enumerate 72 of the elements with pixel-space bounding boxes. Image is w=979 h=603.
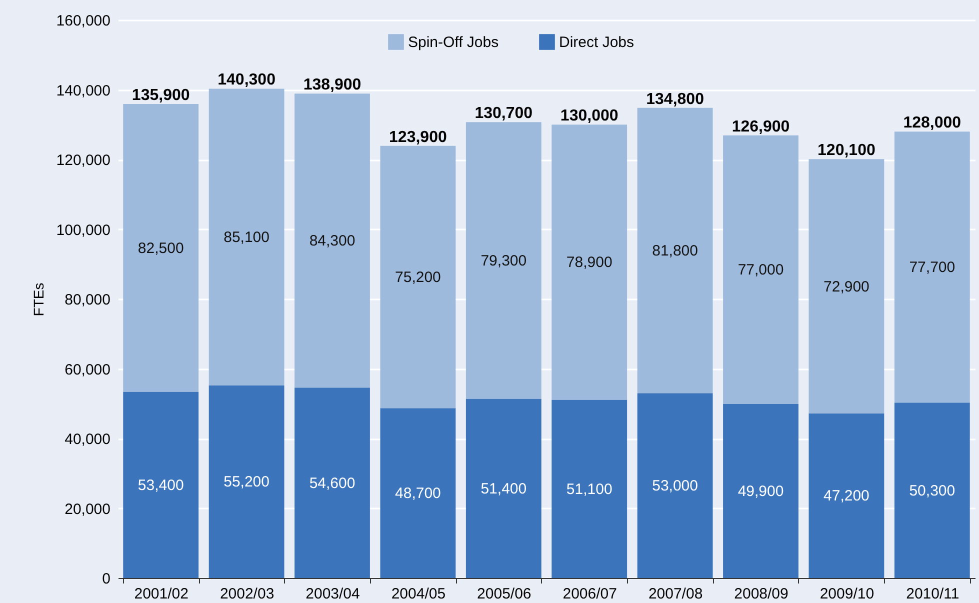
bar [294,388,370,578]
bar [380,408,456,578]
x-tick-label: 2010/11 [906,586,960,602]
bar [637,108,713,394]
data-label: 79,300 [480,252,527,270]
total-label: 135,900 [132,87,190,104]
bar [208,385,284,578]
data-label: 75,200 [395,269,441,286]
y-tick-label: 160,000 [56,12,110,30]
data-label: 54,600 [309,474,356,492]
data-label: 53,000 [652,478,698,495]
x-tick-label: 2005/06 [477,586,532,602]
bar [294,94,370,388]
x-tick-label: 2009/10 [820,586,874,602]
data-label: 78,900 [566,254,612,272]
data-label: 51,100 [566,480,612,498]
data-label: 51,400 [480,480,527,498]
data-label: 77,000 [738,262,784,279]
data-label: 77,700 [909,259,956,276]
y-tick-label: 100,000 [56,222,110,239]
legend-label: Direct Jobs [559,34,634,51]
bar [808,413,884,578]
x-tick-label: 2006/07 [562,586,617,602]
x-tick-label: 2004/05 [391,586,446,602]
x-tick-label: 2001/02 [134,586,188,602]
bar [894,402,970,578]
data-label: 50,300 [909,482,956,500]
total-label: 138,900 [303,76,362,94]
bar [466,122,542,399]
bar [723,135,798,404]
bar [552,124,628,400]
y-tick-label: 60,000 [64,361,110,378]
data-label: 49,900 [738,482,784,500]
bar [123,104,199,392]
data-label: 82,500 [138,240,184,257]
y-tick-label: 120,000 [56,152,110,169]
data-label: 81,800 [652,242,698,260]
legend-label: Spin-Off Jobs [408,34,499,51]
x-tick-label: 2008/09 [734,586,788,602]
x-tick-label: 2002/03 [220,586,274,602]
y-tick-label: 0 [102,570,110,588]
bar [123,392,199,578]
bar [894,132,970,403]
bar [637,393,713,578]
bar [380,146,456,408]
y-tick-label: 140,000 [56,82,110,100]
total-label: 134,800 [646,90,704,108]
bar [723,404,798,578]
bar [808,159,884,414]
x-tick-label: 2007/08 [648,586,703,602]
bar [466,398,542,578]
total-label: 140,300 [218,72,276,89]
y-tick-label: 40,000 [64,431,110,448]
total-label: 128,000 [903,114,962,132]
data-label: 47,200 [824,488,870,505]
data-label: 72,900 [824,278,870,296]
total-label: 130,700 [474,105,533,122]
x-tick-label: 2003/04 [306,586,360,602]
y-tick-label: 20,000 [64,500,110,518]
bar [552,400,628,578]
y-axis-title: FTEs [30,282,46,316]
total-label: 123,900 [389,128,447,146]
data-label: 53,400 [138,476,184,494]
bar [208,88,284,386]
total-label: 130,000 [560,108,618,125]
total-label: 120,100 [818,142,876,160]
y-tick-label: 80,000 [64,292,110,308]
total-label: 126,900 [732,118,790,136]
data-label: 55,200 [224,474,270,491]
data-label: 48,700 [395,485,441,502]
data-label: 85,100 [224,229,270,246]
data-label: 84,300 [309,232,356,250]
